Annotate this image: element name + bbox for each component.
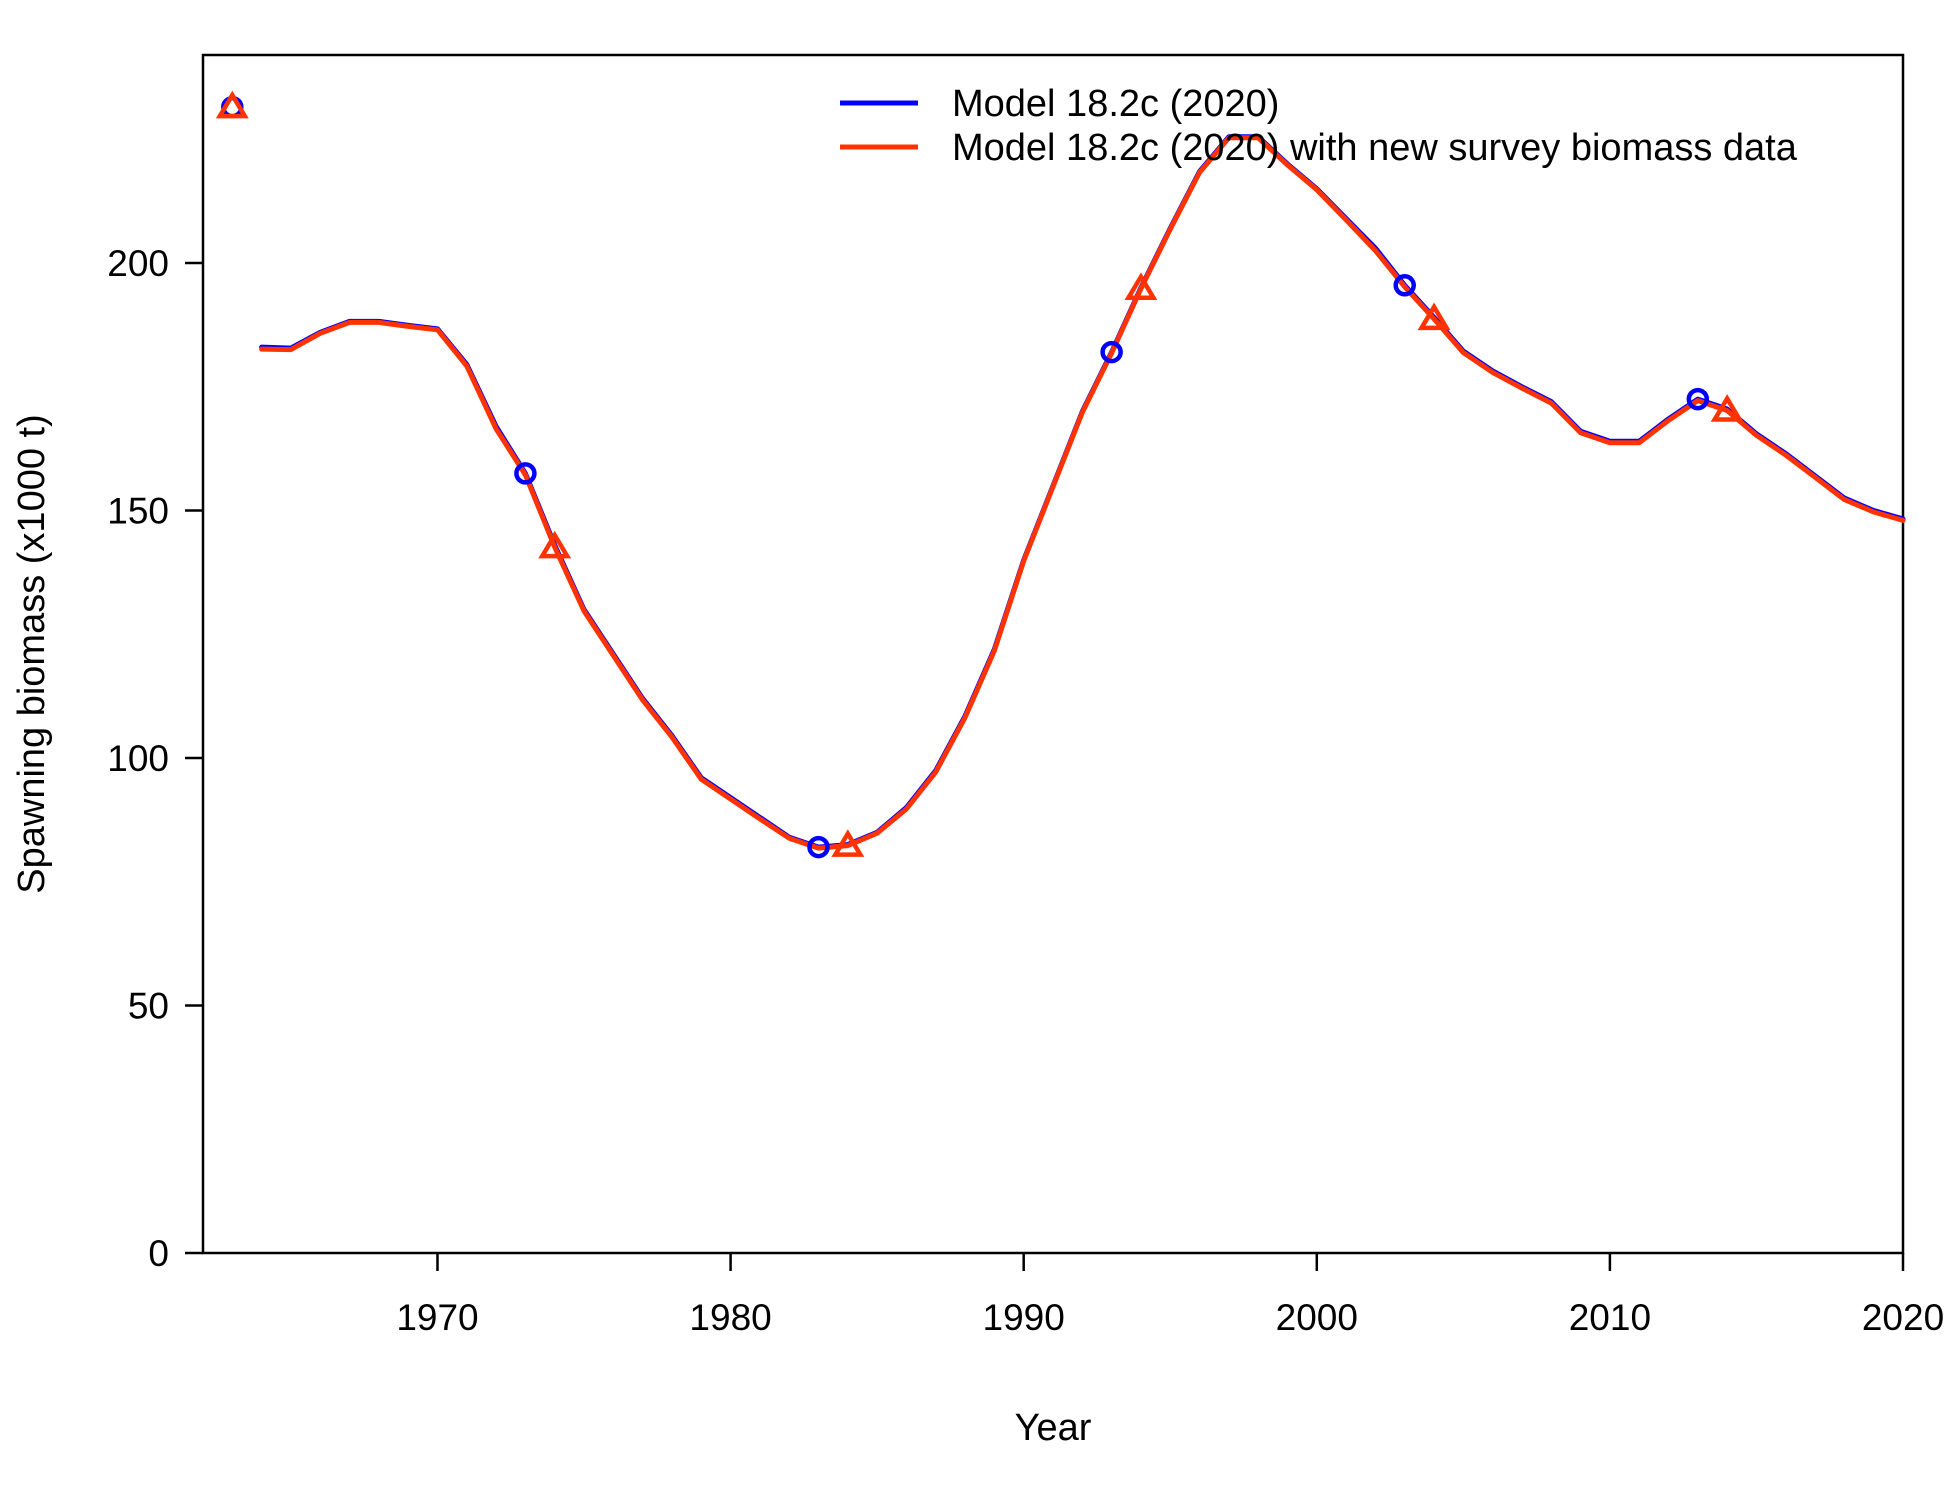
y-tick-label: 100 [107,738,169,779]
x-tick-label: 2000 [1276,1297,1358,1338]
x-tick-label: 1990 [983,1297,1065,1338]
plot-frame [201,53,1905,1255]
legend-label-1: Model 18.2c (2020) [952,83,1279,125]
data-point-circle [1100,340,1123,364]
x-tick-label: 1970 [396,1297,478,1338]
x-tick-label: 2010 [1569,1297,1651,1338]
data-point-triangle [538,530,572,559]
data-point-circle [1686,387,1710,411]
y-tick-label: 50 [128,986,169,1027]
series-line-1 [259,134,1906,850]
data-point-triangle [215,90,249,119]
series-layer [259,134,1906,851]
y-tick-label: 0 [148,1233,169,1274]
x-tick-label: 2020 [1862,1297,1944,1338]
y-axis-title: Spawning biomass (x1000 t) [11,414,53,893]
data-point-circle [807,835,830,859]
y-tick-label: 200 [107,243,169,284]
data-point-triangle [831,829,865,857]
data-point-triangle [1124,272,1158,300]
legend: Model 18.2c (2020)Model 18.2c (2020) wit… [840,83,1798,169]
marker-layer [215,90,1744,859]
data-point-triangle [1710,394,1744,422]
y-axis: 0 50 100 150 200 [107,243,203,1274]
data-point-triangle [1417,302,1451,331]
legend-label-2: Model 18.2c (2020) with new survey bioma… [952,127,1798,169]
series-line-2 [259,135,1906,851]
data-point-circle [1393,274,1416,297]
y-tick-label: 150 [107,491,169,532]
data-point-circle [514,462,537,485]
x-axis-title: Year [1015,1407,1092,1449]
x-axis: 1970 1980 1990 2000 2010 2020 [396,1253,1944,1338]
x-tick-label: 1980 [689,1297,771,1338]
